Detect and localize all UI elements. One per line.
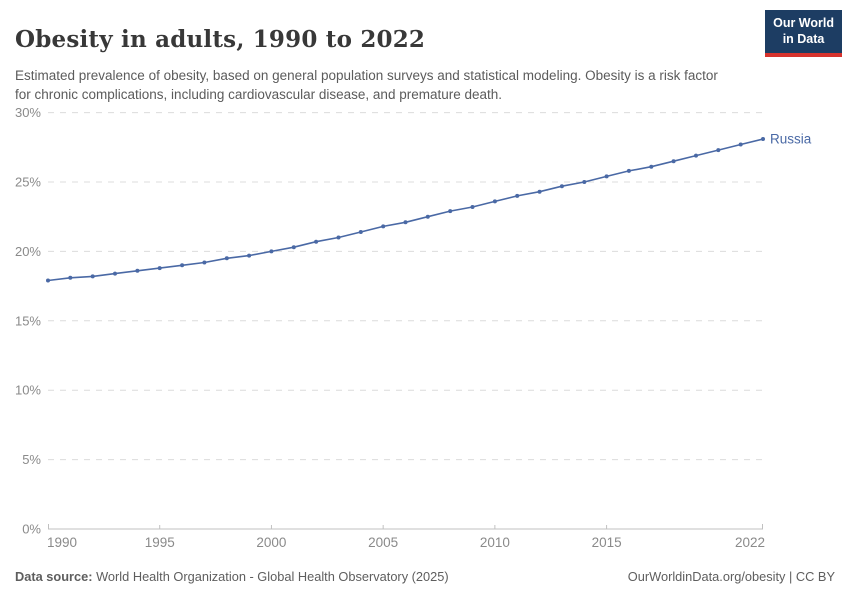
data-point <box>425 214 430 219</box>
data-point <box>604 174 609 179</box>
chart-title: Obesity in adults, 1990 to 2022 <box>15 26 426 54</box>
x-tick-label: 2000 <box>256 535 286 550</box>
data-series-line <box>47 138 764 282</box>
data-point <box>649 164 654 169</box>
data-point <box>90 274 95 279</box>
chart-footer: Data source: World Health Organization -… <box>15 569 835 584</box>
data-point <box>381 224 386 229</box>
data-point <box>626 168 631 173</box>
data-point <box>694 153 698 158</box>
y-tick-label: 15% <box>15 313 41 328</box>
y-tick-label: 20% <box>15 244 41 259</box>
data-point <box>336 235 341 240</box>
data-point <box>559 184 564 189</box>
y-tick-label: 0% <box>22 522 41 537</box>
y-tick-label: 10% <box>15 383 41 398</box>
y-tick-label: 5% <box>22 452 41 467</box>
data-point <box>269 249 274 254</box>
data-point <box>448 209 453 214</box>
x-tick-label: 2022 <box>735 535 765 550</box>
data-point <box>537 189 542 194</box>
y-tick-label: 30% <box>15 105 41 120</box>
data-point <box>46 278 50 283</box>
data-point <box>180 263 185 268</box>
data-point <box>761 137 765 141</box>
data-point <box>247 253 252 258</box>
data-point <box>470 205 475 209</box>
data-source: Data source: World Health Organization -… <box>15 569 449 584</box>
data-point <box>113 271 117 276</box>
x-tick-label: 2005 <box>368 535 398 550</box>
footer-attribution: OurWorldinData.org/obesity | CC BY <box>627 569 835 584</box>
data-point <box>403 220 408 225</box>
data-source-label: Data source: <box>15 569 93 584</box>
owid-logo-line1: Our World <box>773 16 834 30</box>
data-point <box>716 148 721 153</box>
data-point <box>314 239 319 244</box>
data-point <box>358 230 363 234</box>
chart-subtitle: Estimated prevalence of obesity, based o… <box>15 67 718 103</box>
data-point <box>738 142 743 147</box>
x-tick-label: 1995 <box>145 535 175 550</box>
data-point <box>671 159 676 164</box>
data-point <box>291 245 296 250</box>
data-point <box>157 266 162 271</box>
data-point <box>68 275 73 280</box>
x-tick-label: 1990 <box>47 535 77 550</box>
data-point <box>224 256 229 261</box>
data-point <box>492 199 497 204</box>
data-point <box>582 180 587 184</box>
y-tick-label: 25% <box>15 175 41 190</box>
x-tick-label: 2015 <box>592 535 622 550</box>
owid-logo: Our World in Data <box>765 10 842 57</box>
series-end-label: Russia <box>770 131 812 146</box>
data-source-text: World Health Organization - Global Healt… <box>92 569 449 584</box>
owid-logo-line2: in Data <box>782 31 825 46</box>
x-tick-label: 2010 <box>480 535 510 550</box>
data-point <box>515 193 520 198</box>
data-point <box>202 260 207 265</box>
data-point <box>135 268 140 273</box>
